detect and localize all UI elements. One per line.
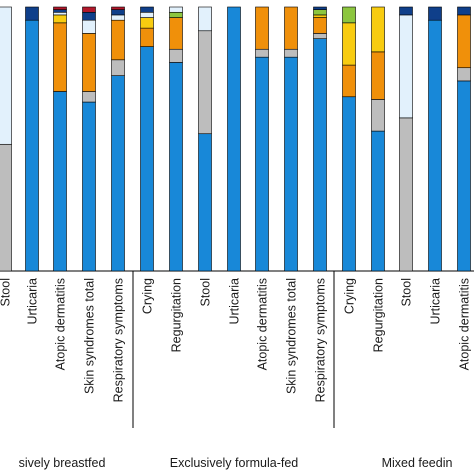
bar-segment-grey — [399, 117, 413, 272]
bar-segment-orange — [371, 51, 385, 100]
bar-segment-dark-navy — [140, 6, 154, 13]
bar-segment-blue — [457, 80, 471, 272]
bar-segment-dark-red — [53, 6, 67, 10]
category-label: Regurgitation — [372, 278, 386, 352]
bar-segment-grey — [111, 59, 125, 76]
bar-segment-grey — [255, 48, 269, 58]
bar-segment-yellow — [313, 14, 327, 18]
bar-segment-dark-navy — [313, 6, 327, 10]
bar-segment-light-blue — [140, 11, 154, 18]
category-label: Atopic dermatitis — [256, 278, 270, 370]
bar-segment-blue — [111, 75, 125, 272]
bar-segment-light-blue — [111, 14, 125, 21]
bar-segment-blue — [25, 19, 39, 272]
bar-segment-blue — [255, 56, 269, 272]
category-label: Urticaria — [429, 278, 443, 325]
bar-segment-light-blue — [399, 14, 413, 119]
category-label: Atopic dermatitis — [54, 278, 68, 370]
bar-segment-orange — [140, 27, 154, 47]
bar-segment-orange — [284, 6, 298, 50]
bar-segment-grey — [313, 33, 327, 39]
bar-segment-green — [313, 9, 327, 16]
bar-segment-yellow — [342, 22, 356, 66]
bar-segment-orange — [457, 14, 471, 69]
category-label: Crying — [141, 278, 155, 314]
bar-segment-orange — [169, 17, 183, 50]
bar-segment-dark-navy — [399, 6, 413, 16]
bar-segment-blue — [284, 56, 298, 272]
bar-segment-blue — [169, 62, 183, 272]
bar-segment-grey — [198, 30, 212, 135]
bar-segment-blue — [227, 6, 241, 272]
bar-segment-dark-navy — [53, 9, 67, 13]
bar-segment-blue — [198, 133, 212, 272]
category-label: Respiratory symptoms — [314, 278, 328, 402]
bar-segment-dark-navy — [25, 6, 39, 21]
bar-segment-green — [169, 11, 183, 18]
bar-segment-yellow — [53, 14, 67, 24]
category-label: Skin syndromes total — [83, 278, 97, 394]
category-label: Stool — [199, 278, 213, 307]
bar-segment-blue — [53, 91, 67, 272]
bar-segment-light-blue — [82, 19, 96, 34]
bar-segment-grey — [457, 67, 471, 82]
bar-segment-blue — [342, 96, 356, 272]
category-label: Stool — [0, 278, 13, 307]
bar-segment-dark-navy — [428, 6, 442, 21]
category-label: Stool — [400, 278, 414, 307]
group-label: Exclusively formula-fed — [170, 456, 299, 470]
group-label: Mixed feedin — [382, 456, 453, 470]
bar-segment-light-blue — [0, 6, 12, 145]
category-label: Respiratory symptoms — [112, 278, 126, 402]
bar-segment-yellow — [371, 6, 385, 53]
bar-segment-orange — [111, 19, 125, 61]
bar-segment-blue — [371, 130, 385, 272]
bar-segment-light-blue — [169, 6, 183, 13]
category-label: Urticaria — [228, 278, 242, 325]
bar-segment-orange — [82, 33, 96, 92]
bar-segment-yellow — [140, 17, 154, 29]
bar-segment-blue — [82, 101, 96, 272]
bar-segment-grey — [169, 48, 183, 63]
bar-segment-blue — [140, 46, 154, 272]
category-label: Crying — [343, 278, 357, 314]
bar-segment-green — [342, 6, 356, 24]
bar-segment-grey — [371, 99, 385, 132]
bar-segment-dark-red — [82, 6, 96, 13]
bar-segment-dark-red — [111, 6, 125, 10]
bar-segment-blue — [428, 19, 442, 272]
bar-segment-light-blue — [198, 6, 212, 32]
bar-segment-dark-navy — [457, 6, 471, 16]
bar-segment-grey — [284, 48, 298, 58]
bar-segment-grey — [0, 143, 12, 272]
bar-segment-blue — [313, 38, 327, 272]
bar-segment-orange — [342, 64, 356, 98]
group-label: sively breastfed — [19, 456, 106, 470]
bar-segment-dark-navy — [82, 11, 96, 21]
bar-segment-orange — [53, 22, 67, 92]
category-label: Skin syndromes total — [285, 278, 299, 394]
bar-segment-light-blue — [53, 11, 67, 16]
bar-segment-orange — [313, 17, 327, 34]
bar-segment-grey — [82, 91, 96, 103]
category-label: Atopic dermatitis — [458, 278, 472, 370]
bar-segment-orange — [255, 6, 269, 50]
category-label: Regurgitation — [170, 278, 184, 352]
bar-segment-dark-navy — [111, 9, 125, 16]
category-label: Urticaria — [26, 278, 40, 325]
